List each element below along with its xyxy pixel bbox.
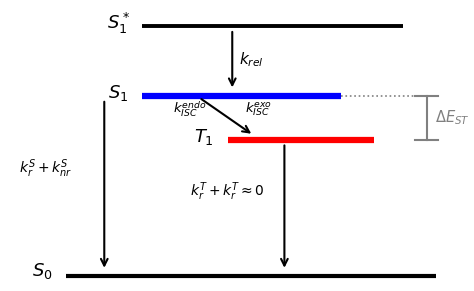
Text: $S_0$: $S_0$ [32,261,53,281]
Text: $S_1^*$: $S_1^*$ [107,11,130,36]
Text: $k_r^T + k_r^T \approx 0$: $k_r^T + k_r^T \approx 0$ [190,181,264,203]
Text: $k_{rel}$: $k_{rel}$ [239,50,264,69]
Text: $T_1$: $T_1$ [194,127,214,147]
Text: $k_{ISC}^{exo}$: $k_{ISC}^{exo}$ [245,100,272,118]
Text: $\Delta E_{ST}$: $\Delta E_{ST}$ [435,109,470,127]
Text: $k_r^S + k_{nr}^S$: $k_r^S + k_{nr}^S$ [19,157,73,180]
Text: $k_{ISC}^{endo}$: $k_{ISC}^{endo}$ [173,100,206,119]
Text: $S_1$: $S_1$ [109,83,128,103]
